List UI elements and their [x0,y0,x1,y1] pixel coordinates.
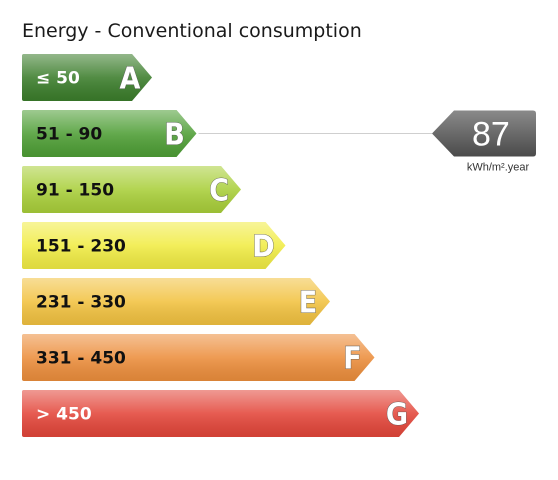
rating-bar-b: 51 - 90 B [22,110,197,157]
unit-label: kWh/m².year [467,162,530,174]
rating-bar-a: ≤ 50 A [22,54,152,101]
grade-letter-e: E [299,286,317,321]
range-label-c: 91 - 150 [36,181,114,201]
chart-title: Energy - Conventional consumption [22,20,362,42]
grade-letter-a: A [120,62,141,97]
grade-letter-f: F [343,342,361,377]
rating-bar-f: 331 - 450 F [22,334,375,381]
rating-bar-g: > 450 G [22,390,419,437]
rating-bar-e: 231 - 330 E [22,278,330,325]
grade-letter-d: D [252,230,274,265]
range-label-b: 51 - 90 [36,125,102,145]
range-label-e: 231 - 330 [36,293,126,313]
range-label-a: ≤ 50 [36,69,80,89]
range-label-d: 151 - 230 [36,237,126,257]
range-label-g: > 450 [36,405,92,425]
rating-bar-d: 151 - 230 D [22,222,286,269]
current-value-indicator: 87 kWh/m².year [432,110,536,174]
grade-letter-b: B [164,118,185,153]
rating-bar-c: 91 - 150 C [22,166,241,213]
range-label-f: 331 - 450 [36,349,126,369]
grade-letter-g: G [386,398,408,433]
current-value: 87 [472,116,510,154]
grade-letter-c: C [209,174,229,209]
